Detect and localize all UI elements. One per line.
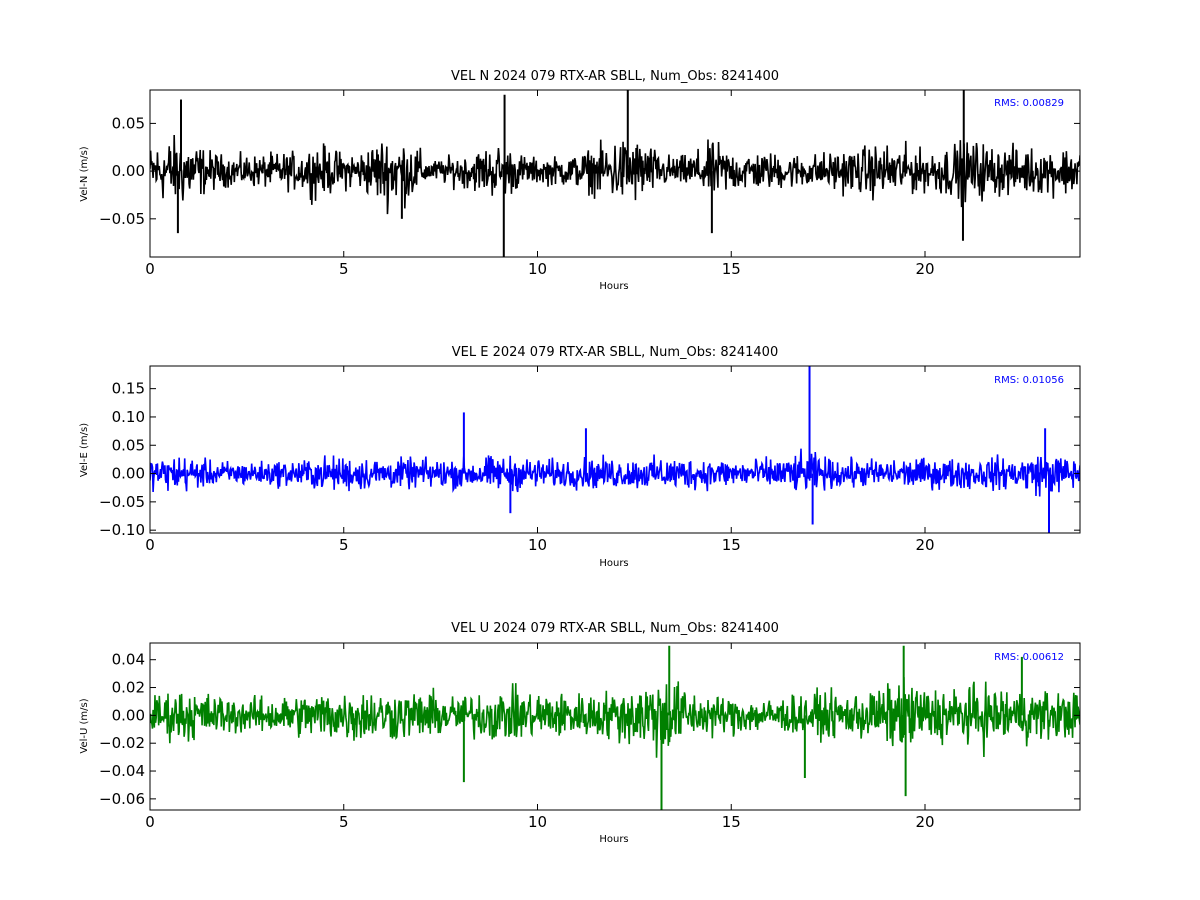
axes-frame <box>149 642 1081 811</box>
x-tick-label: 10 <box>528 813 547 831</box>
series-line <box>150 134 1080 215</box>
rms-annotation: RMS: 0.01056 <box>994 375 1064 386</box>
axis-ticks: 0 5 10 15 20 −0.06 −0.04 −0.02 0.00 0.02 0.04 <box>99 643 1080 831</box>
x-axis-label: Hours <box>599 558 628 569</box>
y-tick-label: 0.04 <box>112 651 145 669</box>
y-tick-label: −0.02 <box>99 734 145 752</box>
x-tick-label: 0 <box>145 813 155 831</box>
y-tick-label: 0.00 <box>112 465 145 483</box>
y-tick-label: 0.00 <box>112 706 145 724</box>
panel-title: VEL N 2024 079 RTX-AR SBLL, Num_Obs: 824… <box>451 69 779 84</box>
axis-ticks: 0 5 10 15 20 −0.10 −0.05 0.00 0.05 0.10 0.15 <box>99 366 1080 554</box>
y-tick-label: 0.10 <box>112 408 145 426</box>
plot-area <box>150 366 1080 533</box>
y-tick-label: −0.10 <box>99 521 145 539</box>
panel-vel-u: VEL U 2024 079 RTX-AR SBLL, Num_Obs: 824… <box>79 621 1081 845</box>
x-tick-label: 20 <box>915 260 934 278</box>
rms-annotation: RMS: 0.00829 <box>994 98 1064 109</box>
x-tick-label: 5 <box>339 813 349 831</box>
axis-ticks: 0 5 10 15 20 −0.05 0.00 0.05 <box>99 90 1080 278</box>
y-tick-label: −0.05 <box>99 493 145 511</box>
panel-title: VEL U 2024 079 RTX-AR SBLL, Num_Obs: 824… <box>451 621 779 636</box>
y-tick-label: 0.00 <box>112 162 145 180</box>
y-tick-label: 0.05 <box>112 114 145 132</box>
series-line <box>150 448 1080 497</box>
panel-vel-n: VEL N 2024 079 RTX-AR SBLL, Num_Obs: 824… <box>79 69 1081 292</box>
x-axis-label: Hours <box>599 834 628 845</box>
axes-frame <box>149 365 1081 534</box>
panel-title: VEL E 2024 079 RTX-AR SBLL, Num_Obs: 824… <box>452 345 778 360</box>
y-axis-label: Vel-U (m/s) <box>79 698 90 753</box>
y-tick-label: 0.02 <box>112 679 145 697</box>
series-line <box>150 677 1080 758</box>
y-tick-label: −0.05 <box>99 210 145 228</box>
x-tick-label: 15 <box>722 536 741 554</box>
y-axis-label: Vel-E (m/s) <box>79 423 90 477</box>
plot-area <box>150 90 1080 257</box>
y-tick-label: 0.15 <box>112 380 145 398</box>
y-axis-label: Vel-N (m/s) <box>79 146 90 201</box>
rms-annotation: RMS: 0.00612 <box>994 652 1064 663</box>
x-tick-label: 15 <box>722 260 741 278</box>
x-tick-label: 0 <box>145 536 155 554</box>
x-tick-label: 20 <box>915 536 934 554</box>
y-tick-label: −0.04 <box>99 762 145 780</box>
x-tick-label: 0 <box>145 260 155 278</box>
y-tick-label: −0.06 <box>99 790 145 808</box>
x-axis-label: Hours <box>599 281 628 292</box>
x-tick-label: 10 <box>528 536 547 554</box>
x-tick-label: 15 <box>722 813 741 831</box>
y-tick-label: 0.05 <box>112 436 145 454</box>
x-tick-label: 10 <box>528 260 547 278</box>
axes-frame <box>149 89 1081 258</box>
x-tick-label: 5 <box>339 536 349 554</box>
x-tick-label: 20 <box>915 813 934 831</box>
plot-area <box>150 645 1080 810</box>
panel-vel-e: VEL E 2024 079 RTX-AR SBLL, Num_Obs: 824… <box>79 345 1081 569</box>
x-tick-label: 5 <box>339 260 349 278</box>
